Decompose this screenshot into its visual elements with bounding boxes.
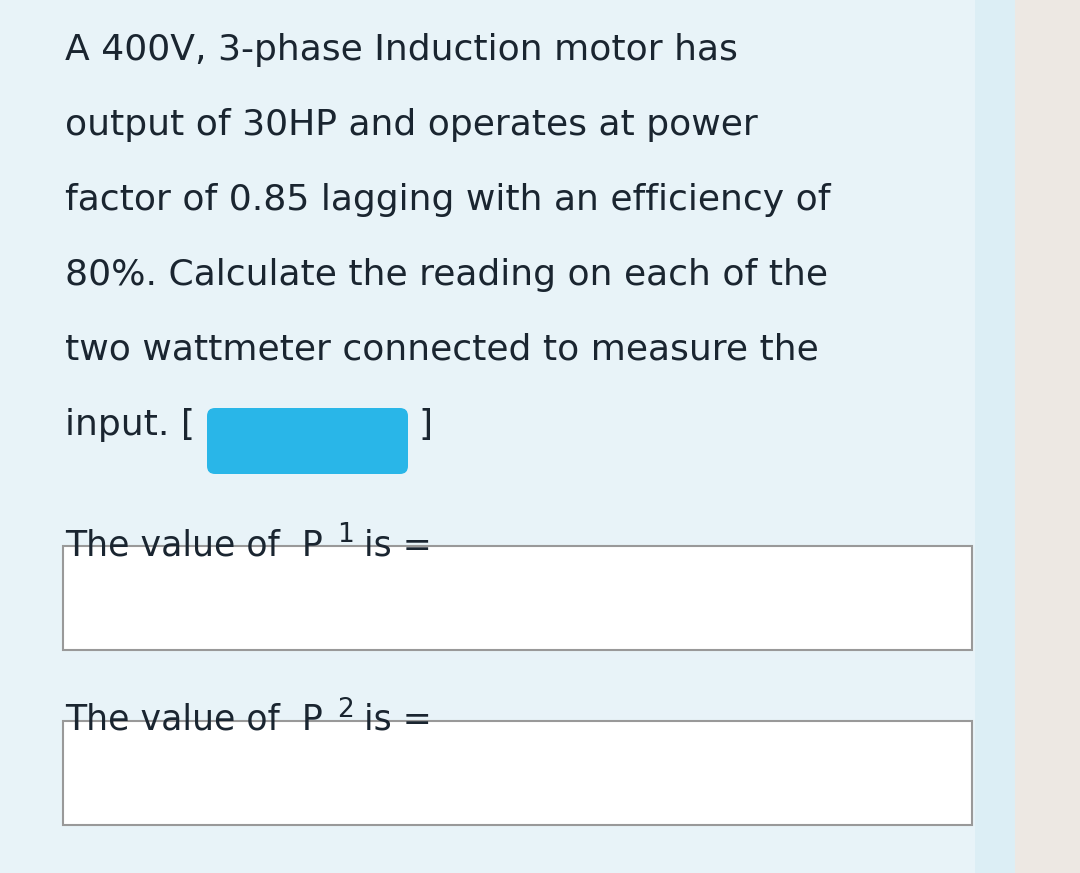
Text: ]: ] (418, 408, 432, 442)
Text: output of 30HP and operates at power: output of 30HP and operates at power (65, 108, 758, 142)
Text: The value of  P: The value of P (65, 703, 323, 737)
Text: The value of  P: The value of P (65, 528, 323, 562)
Text: two wattmeter connected to measure the: two wattmeter connected to measure the (65, 333, 819, 367)
Text: is =: is = (353, 703, 432, 737)
Text: factor of 0.85 lagging with an efficiency of: factor of 0.85 lagging with an efficienc… (65, 183, 831, 217)
Text: 1: 1 (337, 522, 354, 548)
Text: A 400V, 3-phase Induction motor has: A 400V, 3-phase Induction motor has (65, 33, 738, 67)
FancyBboxPatch shape (63, 546, 972, 650)
Text: 80%. Calculate the reading on each of the: 80%. Calculate the reading on each of th… (65, 258, 828, 292)
Text: input. [: input. [ (65, 408, 195, 442)
Text: 2: 2 (337, 697, 354, 723)
Text: is =: is = (353, 528, 432, 562)
Bar (1010, 0, 1080, 873)
FancyBboxPatch shape (207, 408, 408, 474)
FancyBboxPatch shape (63, 721, 972, 825)
Bar (975, 0, 1015, 873)
